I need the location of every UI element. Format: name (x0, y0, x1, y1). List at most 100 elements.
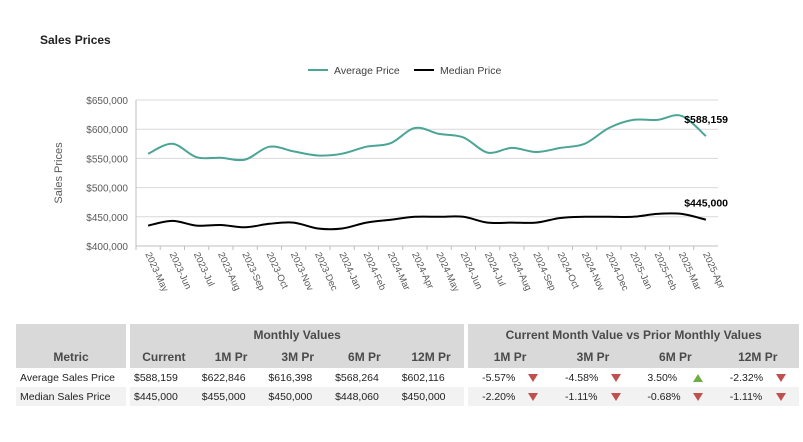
trend-arrow-icon (775, 373, 786, 382)
data-point (195, 224, 197, 226)
data-point (220, 157, 222, 159)
group-compare-header: Current Month Value vs Prior Monthly Val… (464, 324, 799, 346)
metric-label: Average Sales Price (16, 368, 126, 387)
data-point (365, 146, 367, 148)
data-point (414, 127, 416, 129)
change-3m-value: -1.11% (565, 390, 598, 403)
data-point (656, 213, 658, 215)
data-point (705, 219, 707, 221)
data-point (195, 156, 197, 158)
data-point (608, 127, 610, 129)
change-1m-value: -5.57% (482, 371, 516, 384)
data-point (680, 213, 682, 215)
col-header-6m: 6M Pr (331, 346, 398, 368)
prior-1m-value: $455,000 (197, 387, 265, 406)
data-point (292, 150, 294, 152)
chart-title: Sales Prices (40, 33, 111, 47)
data-point (462, 136, 464, 138)
x-tick-label: 2024-Oct (555, 251, 582, 291)
change-1m: -5.57% (464, 368, 552, 387)
change-12m-value: -2.32% (729, 371, 764, 384)
x-tick-label: 2024-May (433, 251, 461, 294)
col-header-change-6m: 6M Pr (634, 346, 717, 368)
data-point (632, 216, 634, 218)
table-row: Median Sales Price $445,000 $455,000 $45… (16, 387, 799, 406)
data-point (511, 147, 513, 149)
data-point (680, 115, 682, 117)
data-label: $445,000 (684, 198, 728, 210)
data-point (171, 143, 173, 145)
x-tick-label: 2023-Oct (264, 251, 291, 291)
group-monthly-header: Monthly Values (126, 324, 465, 346)
change-12m-value: -1.11% (729, 390, 763, 403)
data-point (583, 143, 585, 145)
col-header-12m: 12M Pr (397, 346, 465, 368)
data-point (317, 227, 319, 229)
data-point (438, 216, 440, 218)
change-1m: -2.20% (464, 387, 552, 406)
data-point (559, 147, 561, 149)
data-point (147, 224, 149, 226)
data-point (705, 135, 707, 137)
x-tick-label: 2023-May (142, 251, 170, 294)
prior-1m-value: $622,846 (197, 368, 265, 387)
data-point (268, 146, 270, 148)
trend-arrow-icon (611, 392, 622, 401)
data-point (535, 221, 537, 223)
y-tick-label: $450,000 (86, 213, 128, 224)
col-header-1m: 1M Pr (197, 346, 265, 368)
change-3m-value: -4.58% (565, 371, 599, 384)
trend-arrow-icon (693, 373, 704, 382)
x-tick-label: 2024-Feb (361, 251, 388, 293)
x-tick-label: 2024-Sep (530, 251, 557, 293)
x-tick-label: 2024-Mar (385, 251, 412, 293)
legend-label: Median Price (440, 65, 501, 77)
x-tick-label: 2023-Jun (167, 251, 194, 292)
data-point (317, 154, 319, 156)
x-tick-label: 2024-Dec (603, 251, 630, 293)
current-value: $445,000 (126, 387, 198, 406)
x-tick-label: 2024-Aug (506, 251, 533, 293)
trend-arrow-icon (775, 392, 786, 401)
data-point (147, 153, 149, 155)
metrics-table: Monthly Values Current Month Value vs Pr… (16, 324, 799, 406)
x-tick-label: 2025-Apr (700, 251, 726, 291)
col-header-change-1m: 1M Pr (464, 346, 552, 368)
change-3m: -4.58% (551, 368, 635, 387)
metric-label: Median Sales Price (16, 387, 126, 406)
data-point (486, 151, 488, 153)
x-tick-label: 2023-Nov (288, 251, 315, 293)
trend-arrow-icon (528, 373, 539, 382)
x-tick-label: 2023-Sep (239, 251, 266, 293)
legend-label: Average Price (334, 65, 400, 77)
x-tick-label: 2024-Jan (336, 251, 363, 292)
y-tick-label: $600,000 (86, 125, 128, 136)
change-12m: -2.32% (716, 368, 799, 387)
data-point (559, 217, 561, 219)
data-point (292, 221, 294, 223)
x-tick-label: 2024-Nov (579, 251, 606, 293)
data-point (244, 158, 246, 160)
data-point (244, 226, 246, 228)
x-tick-label: 2024-Jun (458, 251, 485, 292)
prior-3m-value: $616,398 (264, 368, 332, 387)
current-value: $588,159 (126, 368, 198, 387)
prior-12m-value: $450,000 (397, 387, 465, 406)
x-tick-label: 2024-Apr (409, 251, 435, 291)
y-tick-label: $550,000 (86, 154, 128, 165)
data-point (341, 227, 343, 229)
sales-price-chart: $400,000 $450,000 $500,000 $550,000 $600,000… (53, 65, 728, 294)
change-3m: -1.11% (551, 387, 635, 406)
table-row: Average Sales Price $588,159 $622,846 $6… (16, 368, 799, 387)
prior-12m-value: $602,116 (397, 368, 465, 387)
trend-arrow-icon (693, 392, 704, 401)
data-point (486, 221, 488, 223)
y-tick-label: $400,000 (86, 242, 128, 253)
change-6m-value: -0.68% (647, 390, 681, 403)
col-header-change-12m: 12M Pr (716, 346, 799, 368)
series-line-average-price (147, 114, 707, 162)
change-6m: 3.50% (634, 368, 717, 387)
data-point (511, 221, 513, 223)
data-label: $588,159 (684, 114, 728, 126)
y-tick-label: $650,000 (86, 96, 128, 107)
